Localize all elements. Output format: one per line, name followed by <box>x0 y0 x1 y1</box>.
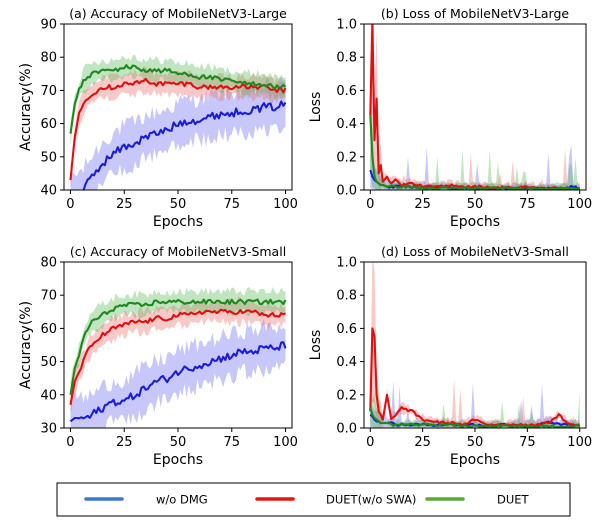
y-axis-label: Accuracy(%) <box>18 63 34 151</box>
y-tick-label: 30 <box>40 422 57 437</box>
plot-area <box>369 262 581 428</box>
x-axis-label: Epochs <box>450 452 500 468</box>
y-tick-label: 70 <box>40 84 57 99</box>
series-line-2 <box>69 298 287 395</box>
y-tick-label: 0.6 <box>336 84 357 99</box>
chart-title: (a) Accuracy of MobileNetV3-Large <box>69 6 287 21</box>
plot-area <box>369 24 581 190</box>
y-axis-label: Loss <box>308 92 324 123</box>
series-band-2 <box>70 287 286 408</box>
y-tick-label: 0.0 <box>336 184 357 199</box>
chart-panel-d: 0 25 50 75 100 0.0 0.2 0.4 0.6 0.8 1.0 (d) Loss of … <box>308 244 592 468</box>
plot-area <box>69 287 287 428</box>
series-line-1 <box>69 77 287 181</box>
x-tick-label: 100 <box>567 435 592 450</box>
legend-frame <box>56 482 571 517</box>
series-line-2 <box>369 407 581 428</box>
chart-panel-c: 0 25 50 75 100 30 40 50 60 70 80 (c) Accuracy of Mo… <box>18 244 298 468</box>
y-tick-label: 90 <box>40 18 57 33</box>
series-line-2 <box>369 115 580 190</box>
y-tick-label: 80 <box>40 51 57 66</box>
y-tick-label: 0.2 <box>336 388 357 403</box>
legend-label-duet: DUET <box>497 493 530 507</box>
y-axis-label: Accuracy(%) <box>18 301 34 389</box>
x-tick-label: 100 <box>273 435 298 450</box>
x-tick-label: 25 <box>116 197 133 212</box>
series-band-1 <box>370 262 580 428</box>
series-band-2 <box>70 54 286 146</box>
plot-area <box>69 54 287 190</box>
chart-title: (b) Loss of MobileNetV3-Large <box>381 6 570 21</box>
y-tick-label: 40 <box>40 184 57 199</box>
x-tick-label: 75 <box>519 435 536 450</box>
series-line-0 <box>70 100 287 190</box>
y-tick-label: 0.6 <box>336 322 357 337</box>
x-tick-label: 25 <box>116 435 133 450</box>
x-tick-label: 75 <box>224 197 241 212</box>
y-tick-label: 80 <box>40 256 57 271</box>
y-tick-label: 60 <box>40 322 57 337</box>
y-tick-label: 1.0 <box>336 18 357 33</box>
x-tick-label: 25 <box>414 435 431 450</box>
chart-title: (c) Accuracy of MobileNetV3-Small <box>70 244 286 259</box>
series-band-0 <box>70 77 286 190</box>
axes-frame <box>363 23 587 191</box>
series-line-2 <box>69 64 287 134</box>
y-tick-label: 70 <box>40 289 57 304</box>
x-tick-label: 50 <box>170 435 187 450</box>
y-tick-label: 0.4 <box>336 355 357 370</box>
axes-frame <box>363 261 587 429</box>
x-axis-label: Epochs <box>450 214 500 230</box>
x-tick-label: 50 <box>170 197 187 212</box>
x-axis-label: Epochs <box>153 452 203 468</box>
y-tick-label: 0.8 <box>336 289 357 304</box>
x-axis-label: Epochs <box>153 214 203 230</box>
x-tick-label: 0 <box>366 435 374 450</box>
chart-title: (d) Loss of MobileNetV3-Small <box>381 244 569 259</box>
x-tick-label: 0 <box>66 435 74 450</box>
series-band-1 <box>70 296 286 414</box>
y-tick-label: 0.2 <box>336 150 357 165</box>
y-axis-label: Loss <box>308 330 324 361</box>
x-tick-label: 100 <box>273 197 298 212</box>
series-line-0 <box>69 341 287 423</box>
y-tick-label: 50 <box>40 355 57 370</box>
y-tick-label: 0.8 <box>336 51 357 66</box>
x-tick-label: 75 <box>519 197 536 212</box>
y-tick-label: 60 <box>40 117 57 132</box>
x-tick-label: 25 <box>414 197 431 212</box>
y-tick-label: 0.0 <box>336 422 357 437</box>
series-band-1 <box>70 66 286 189</box>
x-tick-label: 50 <box>467 435 484 450</box>
y-tick-label: 40 <box>40 388 57 403</box>
x-tick-label: 75 <box>224 435 241 450</box>
y-tick-label: 0.4 <box>336 117 357 132</box>
y-tick-label: 1.0 <box>336 256 357 271</box>
x-tick-label: 0 <box>66 197 74 212</box>
legend: w/o DMG DUET(w/o SWA) DUET <box>56 482 571 517</box>
series-line-1 <box>69 308 287 405</box>
x-tick-label: 100 <box>567 197 592 212</box>
legend-label-w-o-dmg: w/o DMG <box>156 493 208 507</box>
series-line-1 <box>369 327 580 427</box>
x-tick-label: 50 <box>467 197 484 212</box>
legend-label-duet-wo-swa: DUET(w/o SWA) <box>326 493 416 507</box>
y-tick-label: 50 <box>40 150 57 165</box>
x-tick-label: 0 <box>366 197 374 212</box>
chart-panel-a: 0 25 50 75 100 40 50 60 70 80 90 (a) Accuracy of Mo… <box>18 6 298 230</box>
chart-panel-b: 0 25 50 75 100 0.0 0.2 0.4 0.6 0.8 1.0 (b) Loss of … <box>308 6 592 230</box>
